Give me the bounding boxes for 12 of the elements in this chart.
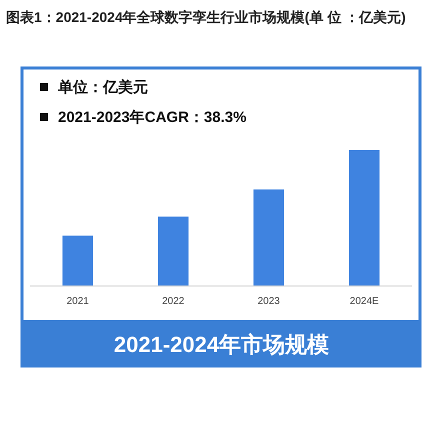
bar xyxy=(158,216,189,286)
x-tick-label: 2021 xyxy=(66,296,90,307)
x-tick-label: 2024E xyxy=(350,296,380,307)
text: 单位：亿美元 xyxy=(57,78,148,96)
text: 2021-2023年CAGR：38.3% xyxy=(58,109,246,126)
x-tick-label: 2023 xyxy=(258,296,280,307)
bar xyxy=(253,189,284,286)
text: 2021-2024年市场规模 xyxy=(114,332,330,357)
bar xyxy=(348,150,380,286)
bar xyxy=(62,236,94,286)
x-tick-label: 2022 xyxy=(162,296,185,307)
chart-title: 图表1：2021-2024年全球数字孪生行业市场规模(单 位 ：亿美元) xyxy=(6,9,406,25)
